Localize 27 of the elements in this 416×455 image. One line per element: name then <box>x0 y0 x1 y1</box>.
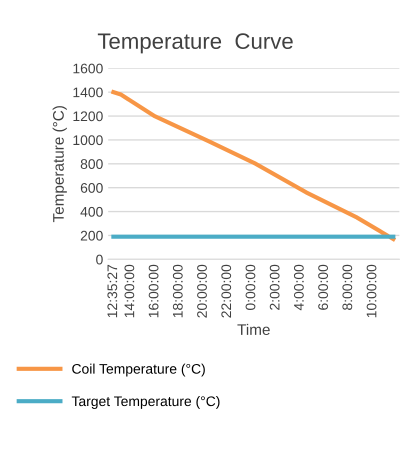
y-tick-label: 400 <box>80 206 103 217</box>
x-tick-label: 0:00:00 <box>246 264 256 310</box>
y-tick-label: 0 <box>96 254 103 265</box>
x-tick-label: 10:00:00 <box>366 264 376 318</box>
x-tick-label: 16:00:00 <box>148 264 159 318</box>
x-tick-label: 20:00:00 <box>197 264 207 318</box>
x-tick-label: 8:00:00 <box>342 264 352 310</box>
x-tick-label: 18:00:00 <box>172 264 183 318</box>
x-tick-label: 22:00:00 <box>221 264 232 318</box>
chart-title: Temperature Curve <box>98 33 293 54</box>
y-tick-label: 600 <box>80 183 103 193</box>
line-series <box>111 90 396 242</box>
legend-label: Target Temperature (°C) <box>72 396 220 409</box>
y-axis-title: Temperature (°C) <box>52 106 67 222</box>
x-tick-label: 6:00:00 <box>318 264 328 310</box>
legend-label: Coil Temperature (°C) <box>72 364 205 377</box>
x-tick-label: 12:35:27 <box>107 264 118 318</box>
y-tick-label: 200 <box>80 230 103 241</box>
y-tick-label: 1200 <box>73 111 103 122</box>
y-tick-label: 800 <box>80 159 103 169</box>
x-tick-label: 14:00:00 <box>124 264 134 318</box>
y-tick-label: 1400 <box>73 87 103 98</box>
x-axis-title: Time <box>237 324 270 336</box>
x-tick-label: 4:00:00 <box>294 264 304 310</box>
y-tick-label: 1600 <box>73 64 103 74</box>
y-tick-label: 1000 <box>73 135 103 146</box>
x-tick-label: 2:00:00 <box>270 264 280 310</box>
